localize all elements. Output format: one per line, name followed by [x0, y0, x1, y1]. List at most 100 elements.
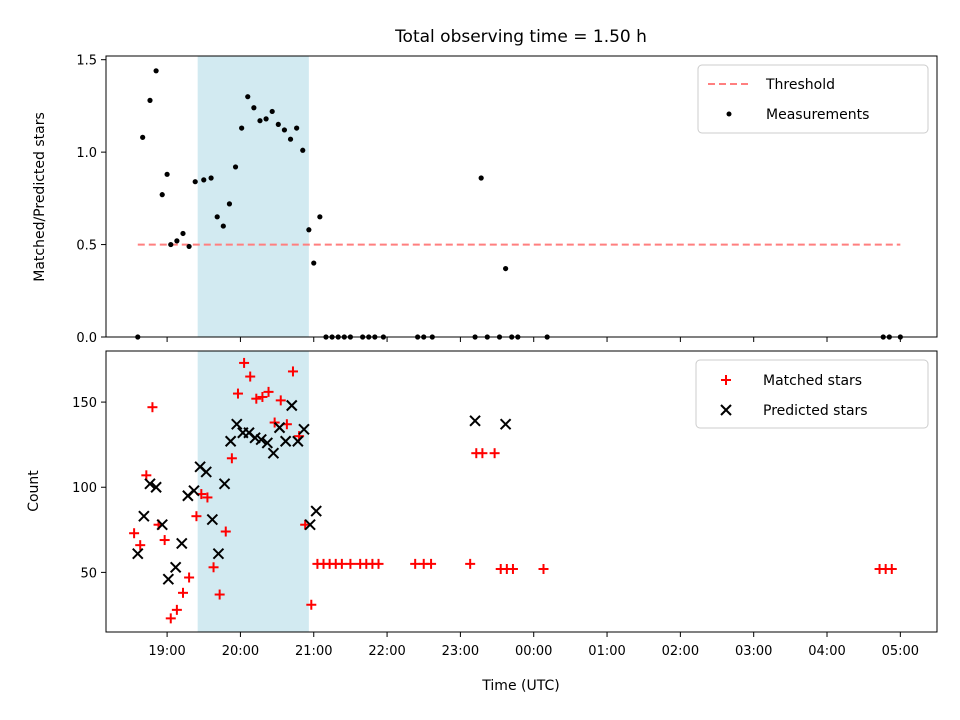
matched-star-point — [287, 366, 298, 377]
measurement-points — [135, 68, 903, 340]
x-tick-label: 01:00 — [588, 644, 625, 659]
measurement-point — [214, 214, 220, 220]
measurement-point — [174, 238, 180, 244]
x-tick-label: 21:00 — [295, 644, 332, 659]
predicted-star-point — [188, 484, 200, 497]
chart-title: Total observing time = 1.50 h — [394, 27, 647, 47]
legend-threshold-label: Threshold — [765, 77, 835, 93]
predicted-star-point — [261, 437, 274, 449]
predicted-star-point — [273, 421, 286, 434]
top-panel: Total observing time = 1.50 h 0.0 0.5 1.0 1… — [32, 27, 938, 346]
matched-star-point — [135, 540, 146, 551]
predicted-star-point — [218, 478, 231, 490]
top-x-ticks — [166, 337, 901, 342]
predicted-star-point — [138, 510, 150, 522]
matched-star-point — [410, 558, 421, 569]
predicted-star-point — [304, 519, 316, 531]
matched-star-point — [177, 587, 188, 598]
measurement-point — [503, 265, 509, 272]
legend-measurement-label: Measurements — [766, 107, 869, 123]
measurement-point — [153, 68, 159, 74]
matched-star-point — [507, 563, 518, 574]
matched-star-point — [251, 393, 262, 404]
x-tick-label: 20:00 — [222, 644, 259, 659]
predicted-star-point — [162, 573, 175, 585]
matched-star-point — [208, 562, 219, 573]
matched-star-point — [426, 558, 437, 569]
measurement-point — [164, 171, 170, 177]
measurement-point — [257, 118, 263, 124]
predicted-star-point — [292, 435, 304, 447]
measurement-point — [220, 223, 226, 229]
observing-span-top — [197, 56, 309, 337]
measurement-point — [275, 121, 281, 128]
predicted-star-point — [267, 447, 280, 459]
measurement-point — [168, 241, 174, 248]
matched-star-point — [220, 526, 231, 537]
x-axis-label: Time (UTC) — [481, 678, 559, 694]
measurement-point — [478, 175, 484, 181]
measurement-point — [239, 125, 245, 131]
top-y-ticks: 0.0 0.5 1.0 1.5 — [76, 54, 106, 346]
matched-star-point — [275, 395, 286, 406]
predicted-star-point — [224, 435, 237, 447]
y-tick-label: 0.5 — [76, 239, 97, 254]
matched-star-point — [257, 391, 268, 402]
predicted-star-point — [206, 513, 219, 526]
measurement-point — [317, 214, 323, 220]
matched-star-point — [465, 558, 476, 569]
predicted-star-point — [310, 505, 322, 517]
measurement-point — [180, 230, 186, 237]
matched-star-point — [489, 448, 500, 459]
matched-star-point — [886, 563, 897, 574]
measurement-point — [300, 147, 306, 153]
matched-star-point — [336, 558, 347, 569]
x-tick-label: 23:00 — [442, 644, 479, 659]
predicted-star-point — [231, 418, 243, 430]
x-tick-label: 03:00 — [735, 644, 772, 659]
matched-star-point — [165, 613, 176, 624]
matched-star-point — [214, 589, 225, 600]
legend-predicted-label: Predicted stars — [763, 403, 868, 419]
matched-star-point — [184, 572, 195, 583]
measurement-point — [269, 108, 275, 115]
measurement-point — [140, 134, 146, 140]
matched-star-point — [373, 558, 384, 569]
x-tick-label: 19:00 — [148, 644, 185, 659]
measurement-point — [294, 125, 300, 131]
legend-matched-swatch — [721, 375, 731, 385]
measurement-point — [263, 116, 269, 122]
y-tick-label: 1.0 — [76, 146, 97, 161]
y-tick-label: 0.0 — [76, 331, 97, 346]
bottom-legend-box — [695, 359, 929, 429]
predicted-star-point — [499, 418, 512, 430]
matched-star-point — [538, 563, 549, 574]
x-tick-label: 02:00 — [662, 644, 699, 659]
y-tick-label: 50 — [80, 566, 97, 581]
bottom-legend: Matched stars Predicted stars — [695, 359, 929, 429]
matched-star-point — [239, 357, 250, 368]
matched-star-point — [232, 388, 243, 399]
bottom-y-axis-label: Count — [26, 470, 42, 512]
measurement-point — [208, 175, 214, 181]
measurement-point — [281, 127, 288, 133]
x-tick-label: 22:00 — [368, 644, 405, 659]
predicted-star-point — [200, 466, 212, 478]
measurement-point — [226, 201, 233, 207]
measurement-point — [311, 260, 317, 266]
top-legend-box — [697, 64, 929, 134]
predicted-star-point — [169, 561, 182, 573]
y-tick-label: 100 — [72, 481, 97, 496]
matched-star-point — [245, 371, 256, 382]
measurement-point — [186, 243, 192, 250]
x-tick-label: 04:00 — [808, 644, 845, 659]
top-legend: Threshold Measurements — [697, 64, 929, 134]
matched-star-point — [345, 558, 356, 569]
x-tick-label: 00:00 — [515, 644, 552, 659]
matched-star-point — [300, 519, 311, 530]
top-y-axis-label: Matched/Predicted stars — [32, 112, 48, 282]
legend-measurement-swatch — [726, 111, 732, 117]
legend-matched-label: Matched stars — [763, 373, 862, 389]
predicted-star-point — [212, 547, 225, 560]
